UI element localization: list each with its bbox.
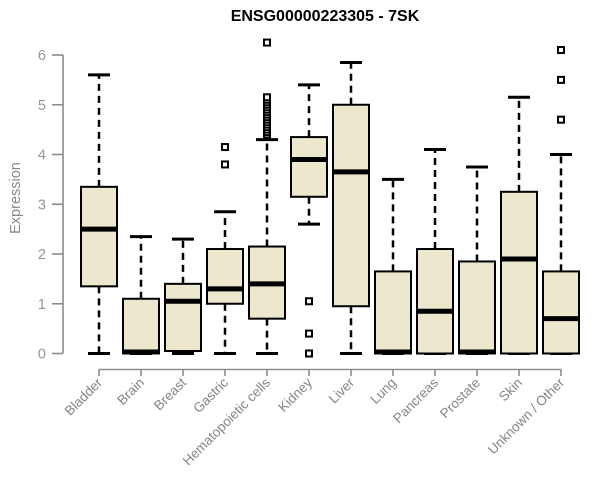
iqr-box — [458, 260, 496, 355]
iqr-box — [206, 248, 244, 305]
box-prostate — [458, 165, 496, 355]
iqr-box — [290, 136, 328, 198]
x-category-label: Skin — [496, 375, 525, 404]
x-category-label: Unknown / Other — [485, 375, 568, 458]
outlier-point — [263, 38, 271, 47]
box-lung — [374, 177, 412, 355]
iqr-box — [416, 248, 454, 355]
outlier-point — [263, 93, 271, 102]
y-tick-label: 6 — [38, 48, 46, 64]
iqr-box — [80, 185, 118, 288]
box-bladder — [80, 73, 118, 355]
x-category-label: Pancreas — [390, 375, 441, 426]
x-category-label: Gastric — [190, 375, 231, 416]
outlier-point — [557, 115, 565, 124]
x-category-label: Kidney — [275, 375, 315, 415]
box-gastric — [206, 143, 244, 355]
x-category-label: Breast — [151, 375, 189, 413]
iqr-box — [332, 103, 370, 308]
box-skin — [500, 95, 538, 355]
y-tick-label: 2 — [38, 247, 46, 263]
box-pancreas — [416, 148, 454, 355]
box-unknown-other — [542, 46, 580, 355]
x-category-label: Lung — [367, 375, 399, 407]
y-tick-label: 3 — [38, 197, 46, 213]
outlier-point — [221, 160, 229, 169]
outlier-point — [305, 329, 313, 338]
box-brain — [122, 235, 160, 355]
iqr-box — [500, 190, 538, 355]
box-kidney — [290, 83, 328, 358]
iqr-box — [542, 270, 580, 355]
outlier-point — [305, 297, 313, 306]
x-category-label: Prostate — [437, 375, 483, 421]
box-liver — [332, 60, 370, 355]
y-tick-label: 0 — [38, 347, 46, 363]
iqr-box — [122, 297, 160, 355]
outlier-point — [557, 46, 565, 55]
iqr-box — [164, 282, 202, 353]
y-tick-label: 4 — [38, 148, 46, 164]
x-category-label: Liver — [326, 375, 358, 407]
chart-title: ENSG00000223305 - 7SK — [230, 8, 420, 25]
x-category-label: Bladder — [62, 375, 106, 419]
y-axis: 0 1 2 3 4 5 6 — [38, 48, 64, 363]
outlier-point — [221, 143, 229, 152]
y-tick-label: 1 — [38, 297, 46, 313]
box-hematopoietic-cells — [248, 38, 286, 355]
outlier-point — [305, 349, 313, 358]
y-tick-label: 5 — [38, 98, 46, 114]
outlier-point — [557, 75, 565, 84]
box-breast — [164, 237, 202, 355]
x-category-label: Brain — [114, 375, 147, 408]
iqr-box — [374, 270, 412, 355]
